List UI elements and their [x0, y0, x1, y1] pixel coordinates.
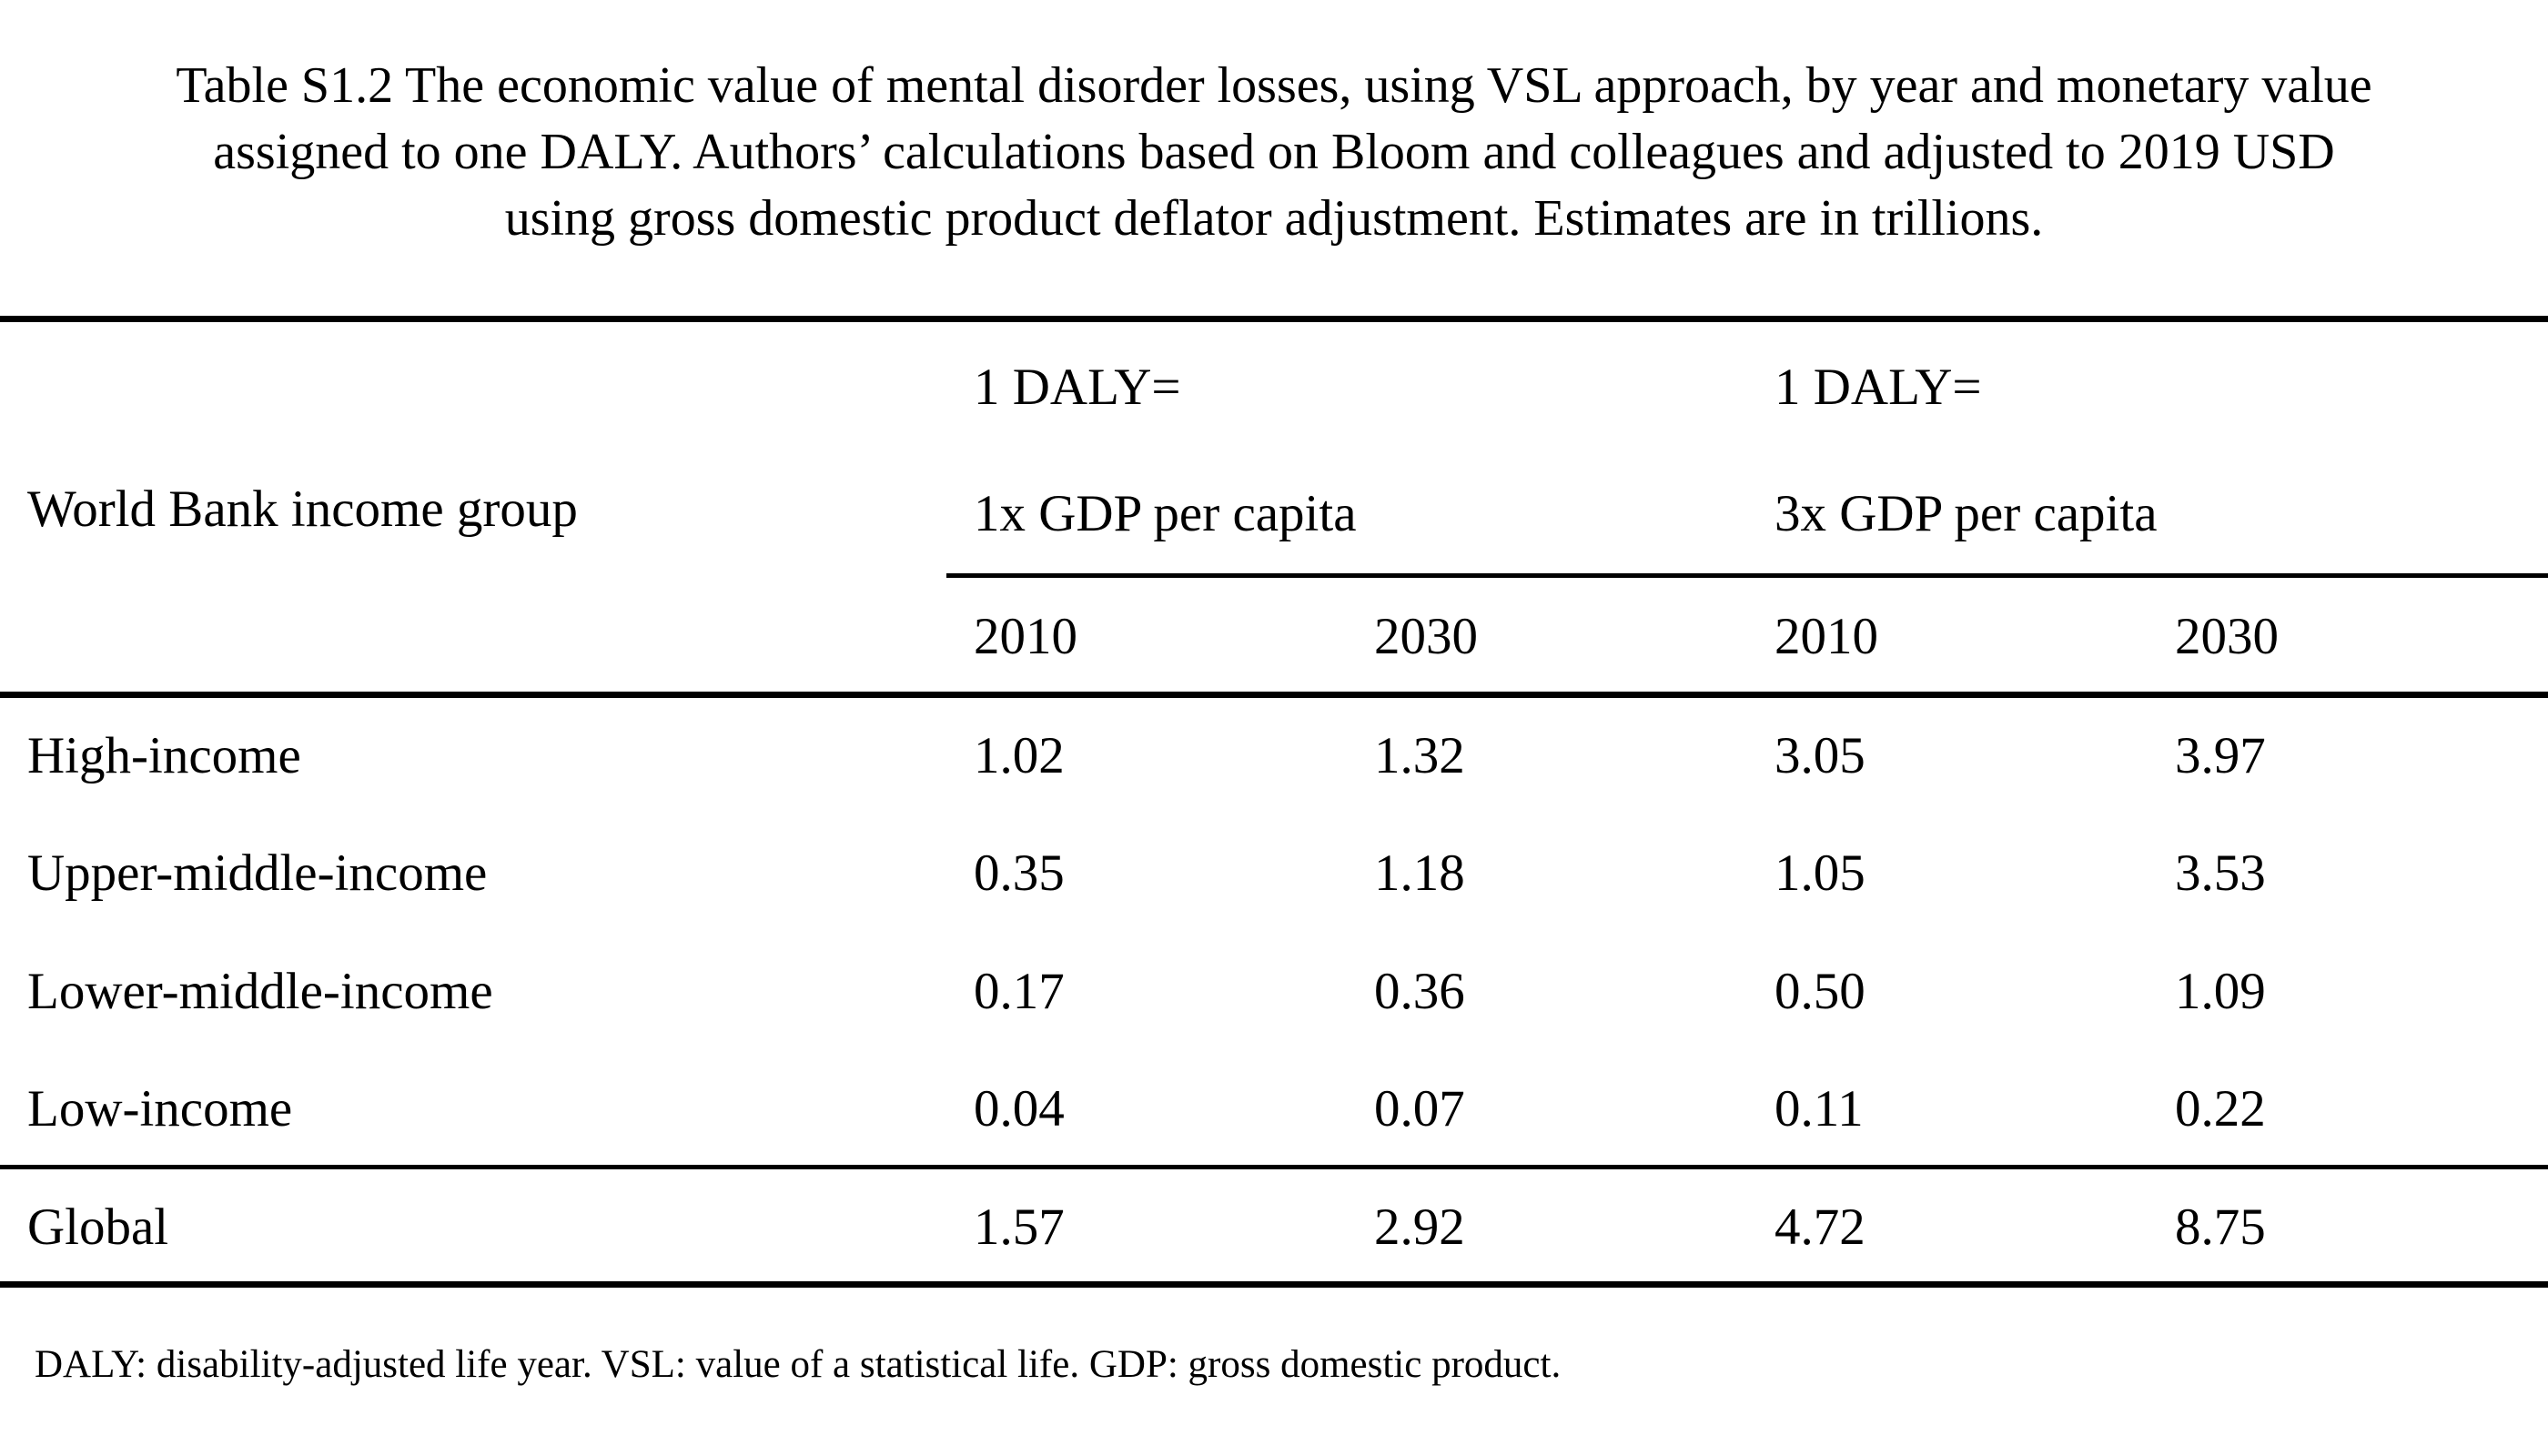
group-1-header-line-2: 1x GDP per capita [974, 485, 1357, 542]
table-cell: 3.53 [2175, 844, 2266, 902]
table-cell: 0.04 [974, 1080, 1065, 1138]
row-label: Lower-middle-income [27, 963, 493, 1020]
table-cell: 3.97 [2175, 727, 2266, 784]
table-cell: 1.09 [2175, 963, 2266, 1020]
total-cell: 4.72 [1774, 1198, 1866, 1256]
table-cell: 0.35 [974, 844, 1065, 902]
bottom-rule [0, 1281, 2548, 1288]
group-2-header-line-1: 1 DALY= [1774, 359, 1982, 416]
total-cell: 1.57 [974, 1198, 1065, 1256]
year-header: 2030 [1374, 608, 1478, 665]
table-cell: 1.02 [974, 727, 1065, 784]
table-caption: Table S1.2 The economic value of mental … [36, 53, 2512, 252]
year-header: 2030 [2175, 608, 2279, 665]
table-cell: 1.32 [1374, 727, 1465, 784]
table-cell: 1.18 [1374, 844, 1465, 902]
caption-line-3: using gross domestic product deflator ad… [504, 190, 2044, 247]
table-cell: 0.36 [1374, 963, 1465, 1020]
total-cell: 2.92 [1374, 1198, 1465, 1256]
table-footnote: DALY: disability-adjusted life year. VSL… [35, 1343, 1562, 1386]
top-rule [0, 316, 2548, 322]
total-separator-rule [0, 1165, 2548, 1169]
year-header: 2010 [974, 608, 1077, 665]
year-header: 2010 [1774, 608, 1878, 665]
total-cell: 8.75 [2175, 1198, 2266, 1256]
row-label: High-income [27, 727, 301, 784]
group-1-header-line-1: 1 DALY= [974, 359, 1181, 416]
caption-line-2: assigned to one DALY. Authors’ calculati… [213, 124, 2335, 180]
table-cell: 3.05 [1774, 727, 1866, 784]
row-label-header: World Bank income group [27, 480, 578, 538]
table-cell: 0.17 [974, 963, 1065, 1020]
row-label: Low-income [27, 1080, 293, 1138]
table-cell: 0.22 [2175, 1080, 2266, 1138]
header-bottom-rule [0, 692, 2548, 698]
table-cell: 1.05 [1774, 844, 1866, 902]
group-2-header-line-2: 3x GDP per capita [1774, 485, 2158, 542]
group-rule [946, 573, 2548, 578]
row-label: Upper-middle-income [27, 844, 488, 902]
total-row-label: Global [27, 1198, 169, 1256]
table-cell: 0.11 [1774, 1080, 1864, 1138]
table-cell: 0.07 [1374, 1080, 1465, 1138]
table-cell: 0.50 [1774, 963, 1866, 1020]
caption-line-1: Table S1.2 The economic value of mental … [176, 57, 2372, 114]
